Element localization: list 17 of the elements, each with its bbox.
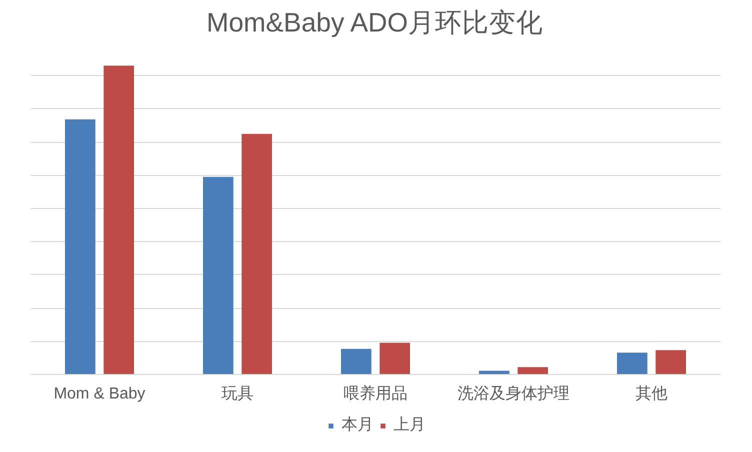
bar xyxy=(104,66,134,374)
x-tick-label: 其他 xyxy=(636,384,668,402)
bar xyxy=(656,350,686,374)
legend-label: 上月 xyxy=(394,415,426,436)
bar xyxy=(617,352,648,374)
bar xyxy=(242,134,272,374)
x-tick-label: 喂养用品 xyxy=(344,384,408,402)
legend-label: 本月 xyxy=(342,415,374,436)
x-tick-label: 玩具 xyxy=(222,386,254,402)
x-tick-label: Mom & Baby xyxy=(54,386,146,402)
x-tick-label: 洗浴及身体护理 xyxy=(458,384,570,402)
bar xyxy=(380,342,410,374)
bar xyxy=(203,176,234,374)
bar xyxy=(65,119,96,374)
bar xyxy=(518,367,548,374)
bar xyxy=(341,348,372,374)
chart-title: Mom&Baby ADO月环比变化 xyxy=(206,8,544,38)
